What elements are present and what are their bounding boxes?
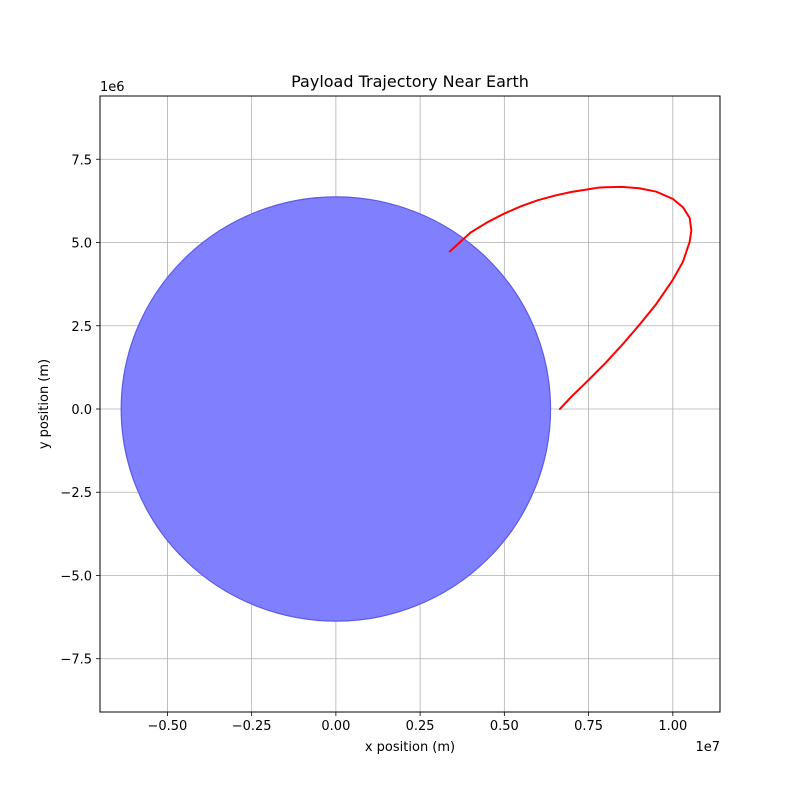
trajectory-line — [448, 185, 693, 410]
y-axis-offset-label: 1e6 — [100, 80, 125, 95]
y-tick-label: 5.0 — [71, 237, 92, 252]
x-tick-label: 0.25 — [406, 719, 435, 734]
y-tick-label: −2.5 — [60, 486, 92, 501]
x-tick-label: 1.00 — [658, 719, 687, 734]
y-tick-label: −5.0 — [60, 569, 92, 584]
y-tick-label: 2.5 — [71, 320, 92, 335]
y-tick-label: −7.5 — [60, 653, 92, 668]
series-layer — [448, 185, 693, 410]
plot-area-frame — [99, 95, 721, 713]
earth-layer — [120, 196, 552, 622]
ticks: −0.50 −0.25 0.00 0.25 0.50 0.75 1.00 −7.5 −5.0 −2… — [60, 153, 687, 734]
x-tick-label: −0.50 — [147, 719, 187, 734]
x-axis-label: x position (m) — [365, 740, 455, 755]
y-axis-label: y position (m) — [37, 359, 52, 449]
x-tick-label: 0.75 — [574, 719, 603, 734]
earth-disk — [120, 196, 552, 622]
x-axis-offset-label: 1e7 — [695, 740, 720, 755]
x-tick-label: 0.50 — [490, 719, 519, 734]
y-tick-label: 0.0 — [71, 403, 92, 418]
x-tick-label: 0.00 — [321, 719, 350, 734]
x-tick-label: −0.25 — [232, 719, 272, 734]
y-tick-label: 7.5 — [71, 153, 92, 168]
chart-title: Payload Trajectory Near Earth — [291, 72, 529, 91]
